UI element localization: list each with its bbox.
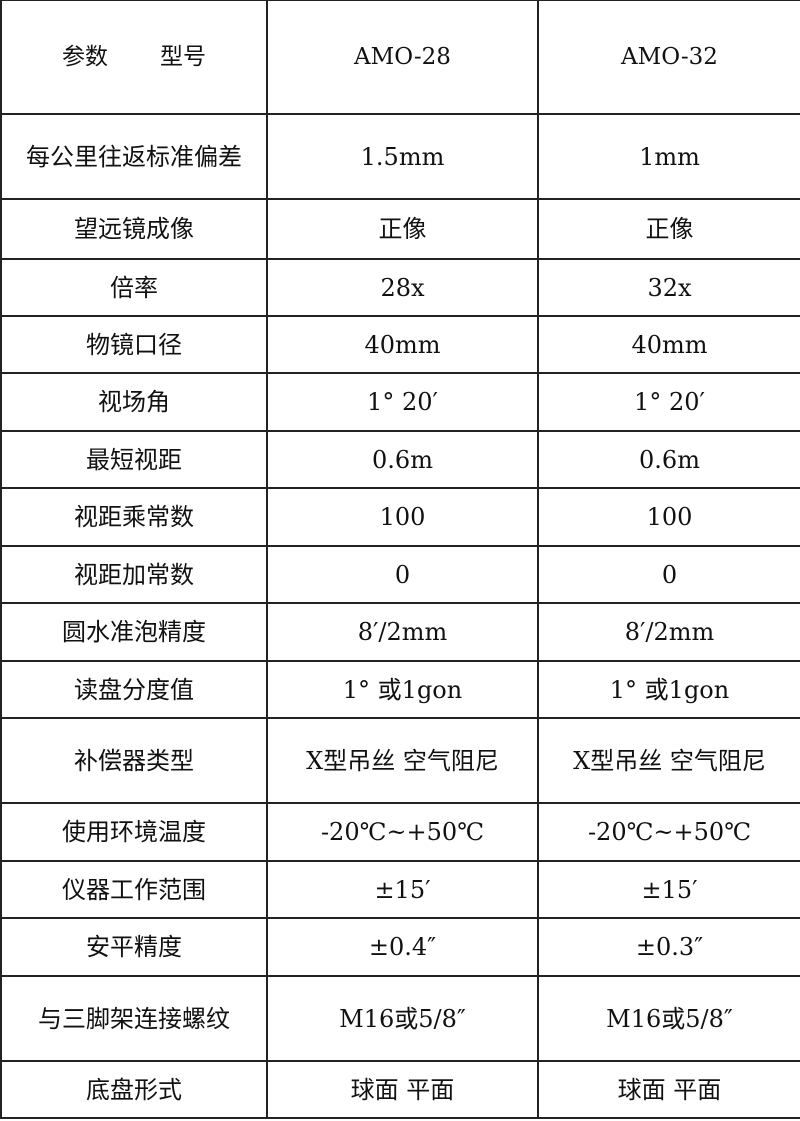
table-row: 圆水准泡精度 8′/2mm 8′/2mm <box>0 602 800 662</box>
header-row: 参数 型号 AMO-28 AMO-32 <box>0 0 800 115</box>
value-cell-amo-28: 40mm <box>266 315 539 374</box>
value-cell-amo-32: X型吊丝 空气阻尼 <box>537 717 800 804</box>
param-cell: 视距乘常数 <box>0 487 268 547</box>
value-cell-amo-28: 100 <box>266 487 539 547</box>
value-cell-amo-28: -20℃~+50℃ <box>266 802 539 862</box>
value-cell-amo-32: M16或5/8″ <box>537 975 800 1062</box>
value-cell-amo-28: 1° 20′ <box>266 372 539 432</box>
table-row: 最短视距 0.6m 0.6m <box>0 430 800 489</box>
param-cell: 望远镜成像 <box>0 198 268 260</box>
table-row: 仪器工作范围 ±15′ ±15′ <box>0 860 800 919</box>
value-cell-amo-28: M16或5/8″ <box>266 975 539 1062</box>
value-cell-amo-32: 0 <box>537 545 800 604</box>
value-cell-amo-28: 正像 <box>266 198 539 260</box>
value-cell-amo-32: 100 <box>537 487 800 547</box>
table-row: 与三脚架连接螺纹 M16或5/8″ M16或5/8″ <box>0 975 800 1062</box>
value-cell-amo-28: 1° 或1gon <box>266 660 539 719</box>
value-cell-amo-32: 1mm <box>537 113 800 200</box>
model-header: AMO-32 <box>537 0 800 115</box>
param-cell: 视距加常数 <box>0 545 268 604</box>
value-cell-amo-32: 32x <box>537 258 800 317</box>
param-cell: 使用环境温度 <box>0 802 268 862</box>
value-cell-amo-32: 1° 20′ <box>537 372 800 432</box>
value-cell-amo-32: 40mm <box>537 315 800 374</box>
value-cell-amo-28: X型吊丝 空气阻尼 <box>266 717 539 804</box>
param-cell: 读盘分度值 <box>0 660 268 719</box>
param-cell: 每公里往返标准偏差 <box>0 113 268 200</box>
value-cell-amo-32: ±15′ <box>537 860 800 919</box>
table-row: 底盘形式 球面 平面 球面 平面 <box>0 1060 800 1119</box>
param-cell: 物镜口径 <box>0 315 268 374</box>
header-param-model-cell: 参数 型号 <box>0 0 268 115</box>
table-row: 读盘分度值 1° 或1gon 1° 或1gon <box>0 660 800 719</box>
value-cell-amo-32: 球面 平面 <box>537 1060 800 1119</box>
param-cell: 视场角 <box>0 372 268 432</box>
value-cell-amo-32: ±0.3″ <box>537 917 800 977</box>
param-cell: 安平精度 <box>0 917 268 977</box>
table-row: 视场角 1° 20′ 1° 20′ <box>0 372 800 432</box>
param-cell: 圆水准泡精度 <box>0 602 268 662</box>
param-cell: 底盘形式 <box>0 1060 268 1119</box>
table-row: 每公里往返标准偏差 1.5mm 1mm <box>0 113 800 200</box>
value-cell-amo-28: ±0.4″ <box>266 917 539 977</box>
param-cell: 与三脚架连接螺纹 <box>0 975 268 1062</box>
table-row: 倍率 28x 32x <box>0 258 800 317</box>
table-row: 安平精度 ±0.4″ ±0.3″ <box>0 917 800 977</box>
value-cell-amo-28: 0 <box>266 545 539 604</box>
table-row: 视距加常数 0 0 <box>0 545 800 604</box>
table-row: 物镜口径 40mm 40mm <box>0 315 800 374</box>
value-cell-amo-32: 8′/2mm <box>537 602 800 662</box>
param-label: 参数 <box>62 44 108 70</box>
value-cell-amo-28: 8′/2mm <box>266 602 539 662</box>
model-header: AMO-28 <box>266 0 539 115</box>
param-cell: 最短视距 <box>0 430 268 489</box>
model-label: 型号 <box>160 44 206 70</box>
table-row: 补偿器类型 X型吊丝 空气阻尼 X型吊丝 空气阻尼 <box>0 717 800 804</box>
table-row: 视距乘常数 100 100 <box>0 487 800 547</box>
value-cell-amo-32: 0.6m <box>537 430 800 489</box>
value-cell-amo-28: 28x <box>266 258 539 317</box>
value-cell-amo-28: 1.5mm <box>266 113 539 200</box>
table-row: 望远镜成像 正像 正像 <box>0 198 800 260</box>
table-row: 使用环境温度 -20℃~+50℃ -20℃~+50℃ <box>0 802 800 862</box>
value-cell-amo-28: 0.6m <box>266 430 539 489</box>
value-cell-amo-32: -20℃~+50℃ <box>537 802 800 862</box>
value-cell-amo-32: 正像 <box>537 198 800 260</box>
param-cell: 倍率 <box>0 258 268 317</box>
value-cell-amo-32: 1° 或1gon <box>537 660 800 719</box>
value-cell-amo-28: ±15′ <box>266 860 539 919</box>
param-cell: 补偿器类型 <box>0 717 268 804</box>
value-cell-amo-28: 球面 平面 <box>266 1060 539 1119</box>
param-cell: 仪器工作范围 <box>0 860 268 919</box>
